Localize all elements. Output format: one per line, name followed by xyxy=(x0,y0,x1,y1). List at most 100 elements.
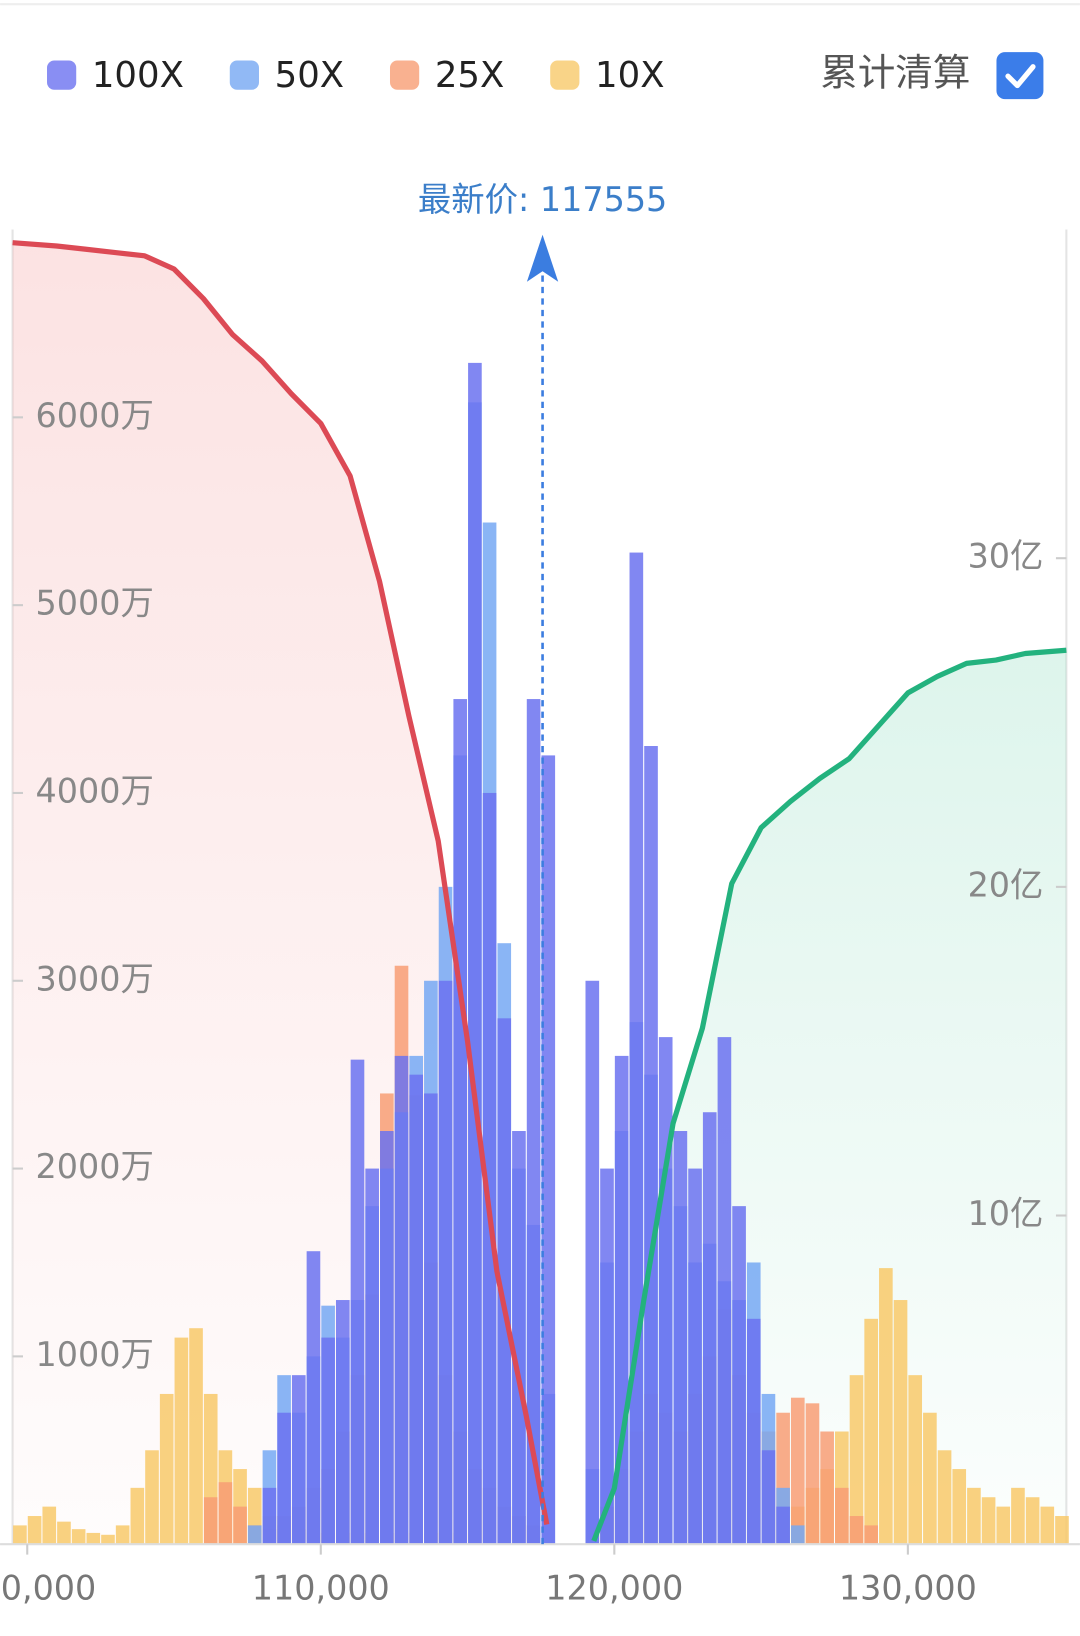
bar xyxy=(189,1328,203,1545)
bar xyxy=(233,1506,247,1545)
bar xyxy=(981,1497,996,1545)
legend-item[interactable]: 25X xyxy=(389,55,504,96)
bar xyxy=(394,1055,409,1545)
bar xyxy=(790,1397,805,1545)
x-tick-label: 100,000 xyxy=(0,1569,96,1608)
legend-label: 25X xyxy=(435,55,504,96)
bar xyxy=(1055,1516,1069,1545)
bar xyxy=(805,1403,820,1545)
legend-item[interactable]: 10X xyxy=(550,55,665,96)
bar xyxy=(130,1487,145,1545)
legend-label: 100X xyxy=(92,55,184,96)
legend-swatch xyxy=(550,60,580,90)
bar xyxy=(409,1074,424,1545)
legend-label: 50X xyxy=(275,55,344,96)
bar xyxy=(923,1412,937,1545)
bar xyxy=(42,1506,57,1545)
bar xyxy=(321,1337,335,1545)
bar xyxy=(746,1318,761,1545)
bar xyxy=(864,1318,878,1545)
bar xyxy=(893,1300,908,1545)
bar xyxy=(835,1487,849,1545)
checkmark xyxy=(1005,64,1036,89)
bar xyxy=(438,980,453,1545)
latest-price-label: 最新价: 117555 xyxy=(418,180,667,219)
y2-tick-label: 30亿 xyxy=(968,537,1044,576)
legend-label: 10X xyxy=(595,55,664,96)
y-tick-label: 4000万 xyxy=(36,771,154,810)
bar xyxy=(145,1450,159,1545)
bar xyxy=(952,1469,967,1545)
bar xyxy=(879,1268,893,1545)
bar xyxy=(174,1337,189,1545)
bar xyxy=(629,552,644,1545)
bar xyxy=(820,1431,834,1545)
bar xyxy=(512,1131,526,1545)
bar xyxy=(688,1168,702,1545)
bar xyxy=(86,1532,101,1545)
bar xyxy=(159,1393,174,1545)
bar xyxy=(1040,1506,1055,1545)
bar xyxy=(790,1525,805,1545)
bar xyxy=(585,980,600,1545)
bar xyxy=(541,755,556,1545)
legend-swatch xyxy=(47,60,77,90)
cumulative-line xyxy=(591,647,1067,1542)
bar xyxy=(291,1375,306,1545)
bar xyxy=(849,1516,864,1545)
bar xyxy=(380,1131,394,1545)
bar xyxy=(967,1487,981,1545)
bar xyxy=(497,1018,512,1545)
y-tick-label: 1000万 xyxy=(36,1335,154,1374)
y-tick-label: 6000万 xyxy=(36,396,154,435)
legend-item[interactable]: 50X xyxy=(229,55,344,96)
bar xyxy=(482,792,497,1545)
bar xyxy=(277,1412,291,1545)
bar xyxy=(101,1534,115,1545)
bar xyxy=(600,1168,614,1545)
bar xyxy=(849,1375,864,1545)
bar xyxy=(306,1251,321,1545)
bar xyxy=(57,1521,71,1545)
bar xyxy=(13,1525,27,1545)
bar xyxy=(937,1450,952,1545)
bar xyxy=(468,362,482,1545)
x-tick-label: 130,000 xyxy=(839,1569,977,1608)
bar xyxy=(864,1525,878,1545)
bar xyxy=(673,1131,688,1545)
bar xyxy=(365,1168,379,1545)
bar xyxy=(218,1482,233,1545)
y-tick-label: 2000万 xyxy=(36,1147,154,1186)
bar xyxy=(644,746,658,1545)
bar xyxy=(526,699,541,1545)
bar xyxy=(996,1506,1011,1545)
checkbox[interactable] xyxy=(996,52,1044,100)
y-tick-label: 3000万 xyxy=(36,959,154,998)
bar xyxy=(71,1529,86,1545)
bar xyxy=(702,1112,717,1545)
x-tick-label: 110,000 xyxy=(252,1569,390,1608)
bar xyxy=(1011,1487,1025,1545)
legend-item[interactable]: 100X xyxy=(47,55,184,96)
y2-tick-label: 20亿 xyxy=(968,865,1044,904)
legend-swatch xyxy=(229,60,259,90)
bar xyxy=(761,1450,776,1545)
y-tick-label: 5000万 xyxy=(36,584,154,623)
bar xyxy=(732,1206,746,1545)
bar xyxy=(115,1525,130,1545)
latest-price-arrow xyxy=(526,234,559,282)
x-tick-label: 120,000 xyxy=(545,1569,683,1608)
cumulative-line xyxy=(12,240,550,1525)
bar xyxy=(424,1093,438,1545)
toggle-label[interactable]: 累计清算 xyxy=(820,51,970,95)
y2-tick-label: 10亿 xyxy=(968,1194,1044,1233)
bar xyxy=(776,1506,790,1545)
bar xyxy=(453,699,468,1545)
bar xyxy=(350,1059,365,1545)
bar xyxy=(908,1375,923,1545)
bar xyxy=(658,1037,673,1545)
legend-swatch xyxy=(389,60,420,90)
bar xyxy=(1025,1497,1040,1545)
